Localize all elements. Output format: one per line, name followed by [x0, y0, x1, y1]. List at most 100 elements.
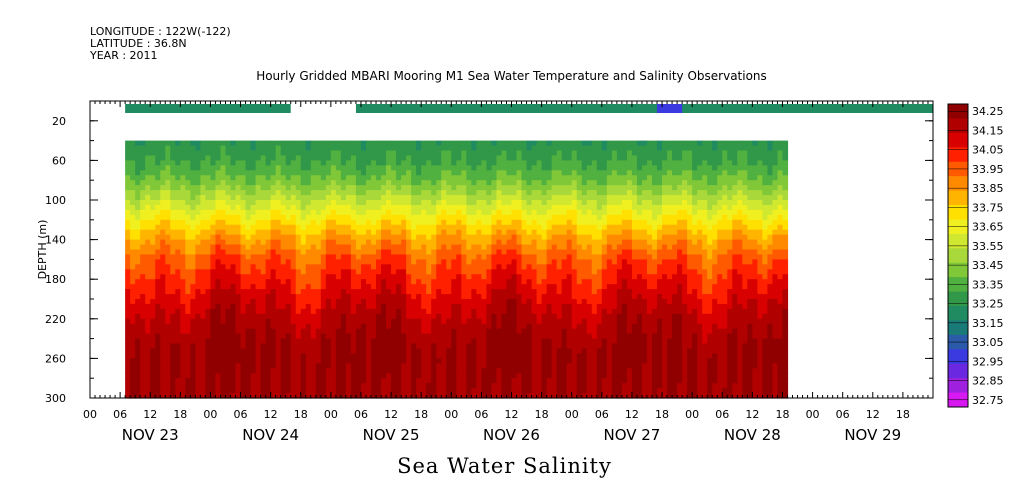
heatmap-cell: [235, 303, 242, 310]
heatmap-cell: [155, 333, 161, 340]
heatmap-cell: [200, 348, 207, 355]
heatmap-cell: [160, 313, 166, 320]
heatmap-cell: [360, 303, 367, 310]
heatmap-cell: [190, 274, 196, 280]
heatmap-cell: [260, 224, 267, 231]
heatmap-cell: [471, 303, 477, 310]
heatmap-cell: [581, 373, 588, 379]
heatmap-cell: [245, 353, 252, 359]
heatmap-cell: [175, 388, 181, 394]
heatmap-cell: [360, 234, 367, 241]
heatmap-cell: [315, 209, 322, 216]
heatmap-cell: [290, 393, 297, 399]
heatmap-cell: [551, 269, 558, 275]
heatmap-cell: [531, 308, 538, 315]
heatmap-cell: [536, 155, 543, 161]
heatmap-cell: [230, 214, 237, 221]
heatmap-cell: [561, 140, 568, 147]
heatmap-cell: [145, 279, 151, 285]
heatmap-cell: [265, 353, 272, 359]
heatmap-cell: [310, 259, 317, 265]
heatmap-cell: [401, 313, 407, 320]
heatmap-cell: [360, 343, 367, 350]
heatmap-cell: [260, 254, 267, 260]
heatmap-cell: [506, 368, 513, 374]
heatmap-cell: [275, 274, 282, 280]
heatmap-cell: [365, 200, 372, 206]
heatmap-cell: [215, 358, 222, 364]
heatmap-cell: [496, 318, 503, 325]
heatmap-cell: [270, 209, 277, 216]
heatmap-cell: [511, 185, 518, 191]
heatmap-cell: [135, 200, 141, 206]
heatmap-cell: [581, 358, 588, 364]
heatmap-cell: [456, 333, 462, 340]
heatmap-cell: [496, 200, 503, 206]
heatmap-cell: [335, 313, 342, 320]
heatmap-cell: [416, 180, 422, 186]
heatmap-cell: [135, 145, 141, 152]
heatmap-cell: [365, 209, 372, 216]
heatmap-cell: [275, 229, 282, 236]
heatmap-cell: [456, 140, 462, 147]
heatmap-cell: [365, 343, 372, 350]
heatmap-cell: [210, 328, 217, 335]
heatmap-cell: [586, 284, 593, 290]
heatmap-cell: [506, 294, 513, 300]
heatmap-cell: [381, 368, 387, 374]
heatmap-cell: [376, 234, 382, 241]
heatmap-cell: [365, 239, 372, 246]
heatmap-cell: [421, 269, 427, 275]
heatmap-cell: [576, 195, 583, 201]
heatmap-cell: [381, 333, 387, 340]
heatmap-cell: [350, 294, 357, 300]
heatmap-cell: [441, 214, 447, 221]
heatmap-cell: [546, 209, 553, 216]
heatmap-cell: [396, 264, 402, 270]
heatmap-cell: [170, 170, 176, 176]
heatmap-cell: [446, 294, 452, 300]
heatmap-cell: [371, 284, 377, 290]
heatmap-cell: [481, 338, 488, 345]
heatmap-cell: [140, 249, 146, 256]
heatmap-cell: [586, 229, 593, 236]
heatmap-cell: [345, 160, 352, 166]
heatmap-cell: [195, 318, 201, 325]
heatmap-cell: [496, 353, 503, 359]
heatmap-cell: [245, 185, 252, 191]
heatmap-cell: [355, 244, 362, 251]
heatmap-cell: [531, 269, 538, 275]
heatmap-cell: [536, 200, 543, 206]
heatmap-cell: [265, 343, 272, 350]
heatmap-cell: [401, 358, 407, 364]
heatmap-cell: [250, 363, 257, 369]
heatmap-cell: [556, 363, 563, 369]
heatmap-cell: [285, 150, 292, 157]
heatmap-cell: [436, 234, 442, 241]
heatmap-cell: [556, 254, 563, 260]
heatmap-cell: [541, 140, 548, 147]
heatmap-cell: [411, 185, 417, 191]
heatmap-cell: [601, 333, 608, 340]
heatmap-cell: [571, 368, 578, 374]
heatmap-cell: [456, 368, 462, 374]
heatmap-cell: [340, 368, 347, 374]
heatmap-cell: [496, 393, 503, 399]
heatmap-cell: [335, 363, 342, 369]
heatmap-cell: [290, 244, 297, 251]
heatmap-cell: [551, 254, 558, 260]
heatmap-cell: [441, 155, 447, 161]
heatmap-cell: [451, 363, 457, 369]
heatmap-cell: [345, 338, 352, 345]
heatmap-cell: [451, 343, 457, 350]
heatmap-cell: [541, 363, 548, 369]
heatmap-cell: [290, 388, 297, 394]
heatmap-cell: [275, 388, 282, 394]
heatmap-cell: [526, 318, 533, 325]
heatmap-cell: [386, 363, 392, 369]
heatmap-cell: [260, 155, 267, 161]
heatmap-cell: [516, 284, 523, 290]
heatmap-cell: [491, 318, 498, 325]
heatmap-cell: [220, 209, 227, 216]
heatmap-cell: [135, 190, 141, 196]
